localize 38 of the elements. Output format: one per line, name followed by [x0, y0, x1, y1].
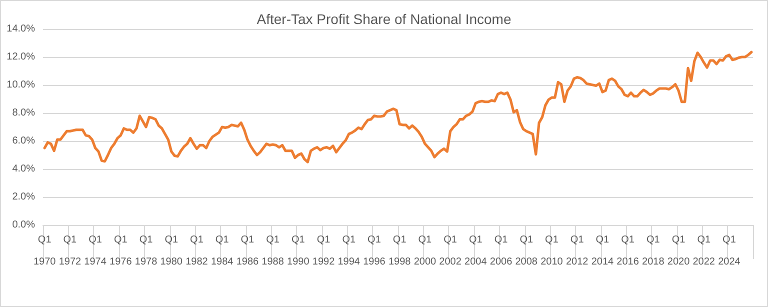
x-tick-label: Q1 1972 — [58, 234, 82, 268]
line-series — [43, 50, 753, 164]
x-tick-label: Q1 1976 — [110, 234, 132, 268]
y-tick-label: 4.0% — [12, 164, 36, 174]
x-tick-label: Q1 1996 — [363, 234, 386, 268]
x-tick-label: Q1 2008 — [515, 234, 538, 268]
x-tick-label: Q1 1994 — [338, 234, 360, 268]
x-tick-label: Q1 1980 — [160, 234, 183, 268]
x-tick-label: Q1 2000 — [414, 234, 436, 268]
x-tick-label: Q1 1982 — [186, 234, 208, 268]
y-tick-label: 6.0% — [12, 136, 36, 146]
x-tick-label: Q1 2002 — [439, 234, 462, 268]
x-tick-label: Q1 2010 — [540, 234, 564, 268]
x-tick-label: Q1 2024 — [718, 234, 741, 268]
chart-title: After-Tax Profit Share of National Income — [256, 11, 512, 27]
y-tick-label: 12.0% — [6, 52, 36, 62]
x-tick-label: Q1 1998 — [388, 234, 412, 268]
y-tick-label: 2.0% — [12, 192, 36, 202]
x-tick-label: Q1 2014 — [591, 234, 614, 268]
x-tick-label: Q1 1988 — [262, 234, 284, 268]
x-tick-label: Q1 1978 — [134, 234, 158, 268]
x-tick-label: Q1 2012 — [566, 234, 589, 268]
x-tick-label: Q1 1974 — [84, 234, 107, 268]
x-tick-label: Q1 1992 — [312, 234, 336, 268]
y-tick-label: 0.0% — [12, 220, 36, 230]
x-tick-label: Q1 2004 — [464, 234, 488, 268]
x-tick-label: Q1 1990 — [287, 234, 310, 268]
x-tick-label: Q1 1970 — [33, 234, 56, 268]
y-tick-label: 14.0% — [6, 24, 36, 34]
x-tick-label: Q1 2016 — [616, 234, 640, 268]
x-tick-label: Q1 2022 — [692, 234, 716, 268]
y-tick-label: 8.0% — [12, 108, 36, 118]
x-tick-label: Q1 1984 — [210, 234, 234, 268]
y-tick-label: 10.0% — [6, 80, 36, 90]
x-tick-label: Q1 2020 — [667, 234, 690, 268]
x-tick-label: Q1 2018 — [642, 234, 665, 268]
x-tick-label: Q1 2006 — [490, 234, 513, 268]
x-tick-label: Q1 1986 — [236, 234, 259, 268]
